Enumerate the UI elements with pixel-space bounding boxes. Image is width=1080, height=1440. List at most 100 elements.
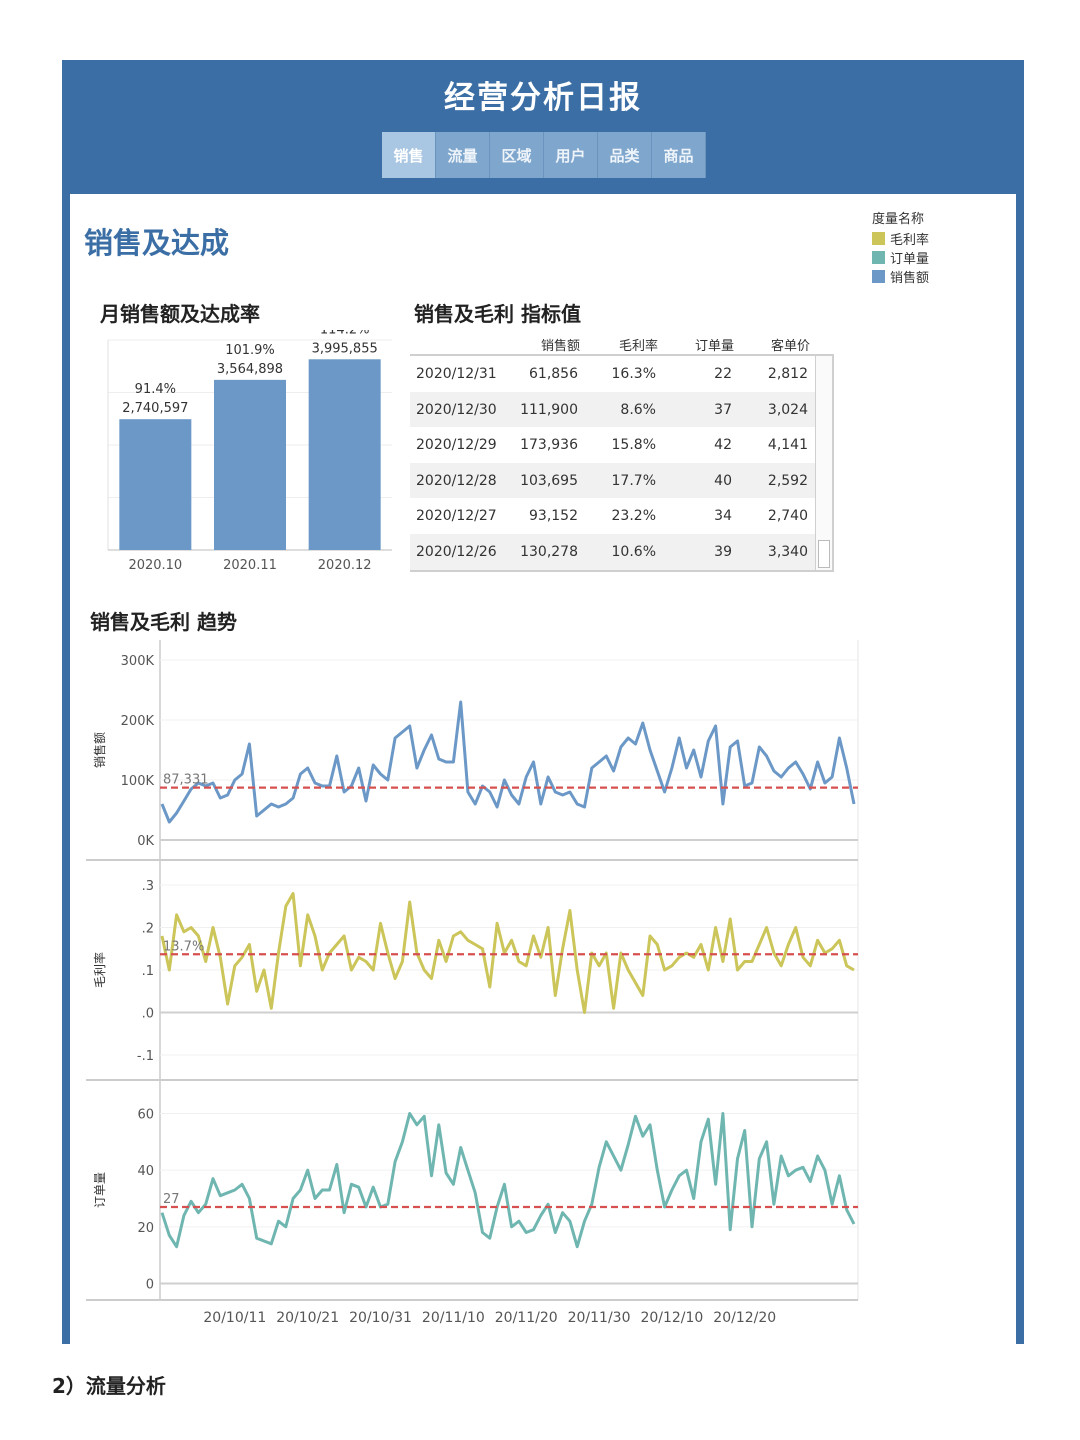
tab-category[interactable]: 品类 <box>598 132 652 178</box>
cell-sales: 173,936 <box>520 437 578 454</box>
cell-aov: 3,024 <box>767 401 808 418</box>
page-title: 经营分析日报 <box>444 80 642 116</box>
cell-aov: 2,812 <box>767 366 808 382</box>
x-tick-label: 20/11/20 <box>495 1310 558 1326</box>
col-header-margin: 毛利率 <box>618 339 658 354</box>
legend-item-sales: 销售额 <box>872 267 929 286</box>
cell-margin: 23.2% <box>611 508 656 525</box>
legend-label: 订单量 <box>890 252 930 267</box>
series-line-毛利率 <box>160 892 855 1014</box>
table-body[interactable]: 2020/12/31 61,856 16.3% 22 2,812 2020/12… <box>410 354 834 572</box>
nav-tabs: 销售 流量 区域 用户 品类 商品 <box>382 132 706 178</box>
y-axis-label: 订单量 <box>93 1172 107 1208</box>
cell-margin: 17.7% <box>611 472 656 489</box>
cell-aov: 4,141 <box>767 437 808 454</box>
cell-date: 2020/12/31 <box>416 366 497 382</box>
x-tick-label: 20/12/20 <box>713 1310 776 1326</box>
y-tick-label: 20 <box>137 1221 154 1236</box>
cell-aov: 2,592 <box>767 472 808 489</box>
table-row: 2020/12/27 93,152 23.2% 34 2,740 <box>410 498 832 534</box>
y-tick-label: .3 <box>142 879 154 894</box>
y-tick-label: .0 <box>142 1007 154 1022</box>
cell-aov: 3,340 <box>767 543 808 560</box>
cell-margin: 8.6% <box>620 401 656 418</box>
cell-aov: 2,740 <box>767 508 808 525</box>
table-scrollbar[interactable] <box>815 356 832 570</box>
cell-sales: 103,695 <box>520 472 578 489</box>
bar-2020.11 <box>214 379 286 550</box>
reference-label: 27 <box>163 1192 180 1207</box>
next-section-heading: 2）流量分析 <box>52 1374 166 1398</box>
monthly-chart-title: 月销售额及达成率 <box>100 302 260 326</box>
tab-sales[interactable]: 销售 <box>382 132 436 178</box>
x-tick-label: 20/11/10 <box>422 1310 485 1326</box>
x-tick-label: 20/11/30 <box>568 1310 631 1326</box>
legend-swatch-orders <box>872 251 885 264</box>
table-row: 2020/12/30 111,900 8.6% 37 3,024 <box>410 391 832 428</box>
cell-date: 2020/12/29 <box>416 437 497 454</box>
trend-chart-title: 销售及毛利 趋势 <box>90 610 237 634</box>
y-axis-label: 销售额 <box>92 732 107 768</box>
section-title: 销售及达成 <box>84 226 230 260</box>
y-tick-label: .2 <box>142 922 154 937</box>
table-header: 销售额 毛利率 订单量 客单价 <box>410 332 834 354</box>
cell-sales: 93,152 <box>529 508 578 525</box>
value-label: 2,740,597 <box>122 401 188 416</box>
table-row: 2020/12/26 130,278 10.6% 39 3,340 <box>410 533 832 570</box>
y-tick-label: .1 <box>142 964 154 979</box>
cell-orders: 40 <box>714 472 732 489</box>
rate-label: 91.4% <box>135 382 176 397</box>
y-tick-label: 60 <box>137 1108 154 1123</box>
cell-date: 2020/12/28 <box>416 472 497 489</box>
scrollbar-thumb[interactable] <box>818 540 830 568</box>
legend-item-margin: 毛利率 <box>872 229 929 248</box>
cell-margin: 10.6% <box>611 543 656 560</box>
tab-user[interactable]: 用户 <box>544 132 598 178</box>
cell-orders: 42 <box>714 437 732 454</box>
y-tick-label: 200K <box>121 714 155 729</box>
trend-line-chart: 0K 100K 200K 300K 销售额 87,331 -.1 .0 .1 .2 .3 毛利率 13.… <box>86 640 859 1326</box>
cell-sales: 130,278 <box>520 543 578 560</box>
series-line-订单量 <box>160 1112 856 1249</box>
cell-margin: 16.3% <box>611 366 656 382</box>
value-label: 3,995,855 <box>312 341 378 356</box>
tab-region[interactable]: 区域 <box>490 132 544 178</box>
col-header-sales: 销售额 <box>540 339 580 354</box>
reference-label: 87,331 <box>163 773 209 788</box>
monthly-bar-chart: 91.4% 2,740,597 2020.10 101.9% 3,564,898 2020… <box>107 330 392 573</box>
x-tick-label: 2020.11 <box>223 558 277 573</box>
table-row: 2020/12/28 103,695 17.7% 40 2,592 <box>410 462 832 499</box>
x-tick-label: 20/12/10 <box>640 1310 703 1326</box>
legend-title: 度量名称 <box>872 212 925 227</box>
table-row: 2020/12/29 173,936 15.8% 42 4,141 <box>410 427 832 463</box>
y-tick-label: 40 <box>137 1164 154 1179</box>
col-header-aov: 客单价 <box>770 339 810 354</box>
cell-orders: 37 <box>714 401 732 418</box>
tab-product[interactable]: 商品 <box>652 132 706 178</box>
legend-swatch-sales <box>872 270 885 283</box>
legend-item-orders: 订单量 <box>872 248 929 267</box>
cell-date: 2020/12/26 <box>416 543 497 560</box>
cell-orders: 34 <box>714 508 732 525</box>
tab-traffic[interactable]: 流量 <box>436 132 490 178</box>
measure-legend: 度量名称 毛利率 订单量 销售额 <box>872 208 929 286</box>
y-tick-label: 0 <box>146 1278 154 1293</box>
legend-label: 毛利率 <box>890 233 930 248</box>
cell-date: 2020/12/27 <box>416 508 497 525</box>
rate-label: 101.9% <box>225 343 275 358</box>
table-title: 销售及毛利 指标值 <box>414 302 581 326</box>
cell-sales: 61,856 <box>529 366 578 382</box>
legend-label: 销售额 <box>890 271 930 286</box>
legend-swatch-margin <box>872 232 885 245</box>
table-row: 2020/12/31 61,856 16.3% 22 2,812 <box>410 356 832 392</box>
cell-margin: 15.8% <box>611 437 656 454</box>
y-tick-label: -.1 <box>137 1049 154 1064</box>
reference-label: 13.7% <box>163 939 204 954</box>
cell-date: 2020/12/30 <box>416 401 497 418</box>
cell-orders: 39 <box>714 543 732 560</box>
x-tick-label: 2020.10 <box>128 558 182 573</box>
rate-label: 114.2% <box>320 330 370 337</box>
value-label: 3,564,898 <box>217 362 283 377</box>
y-tick-label: 300K <box>121 654 155 669</box>
cell-orders: 22 <box>714 366 732 382</box>
